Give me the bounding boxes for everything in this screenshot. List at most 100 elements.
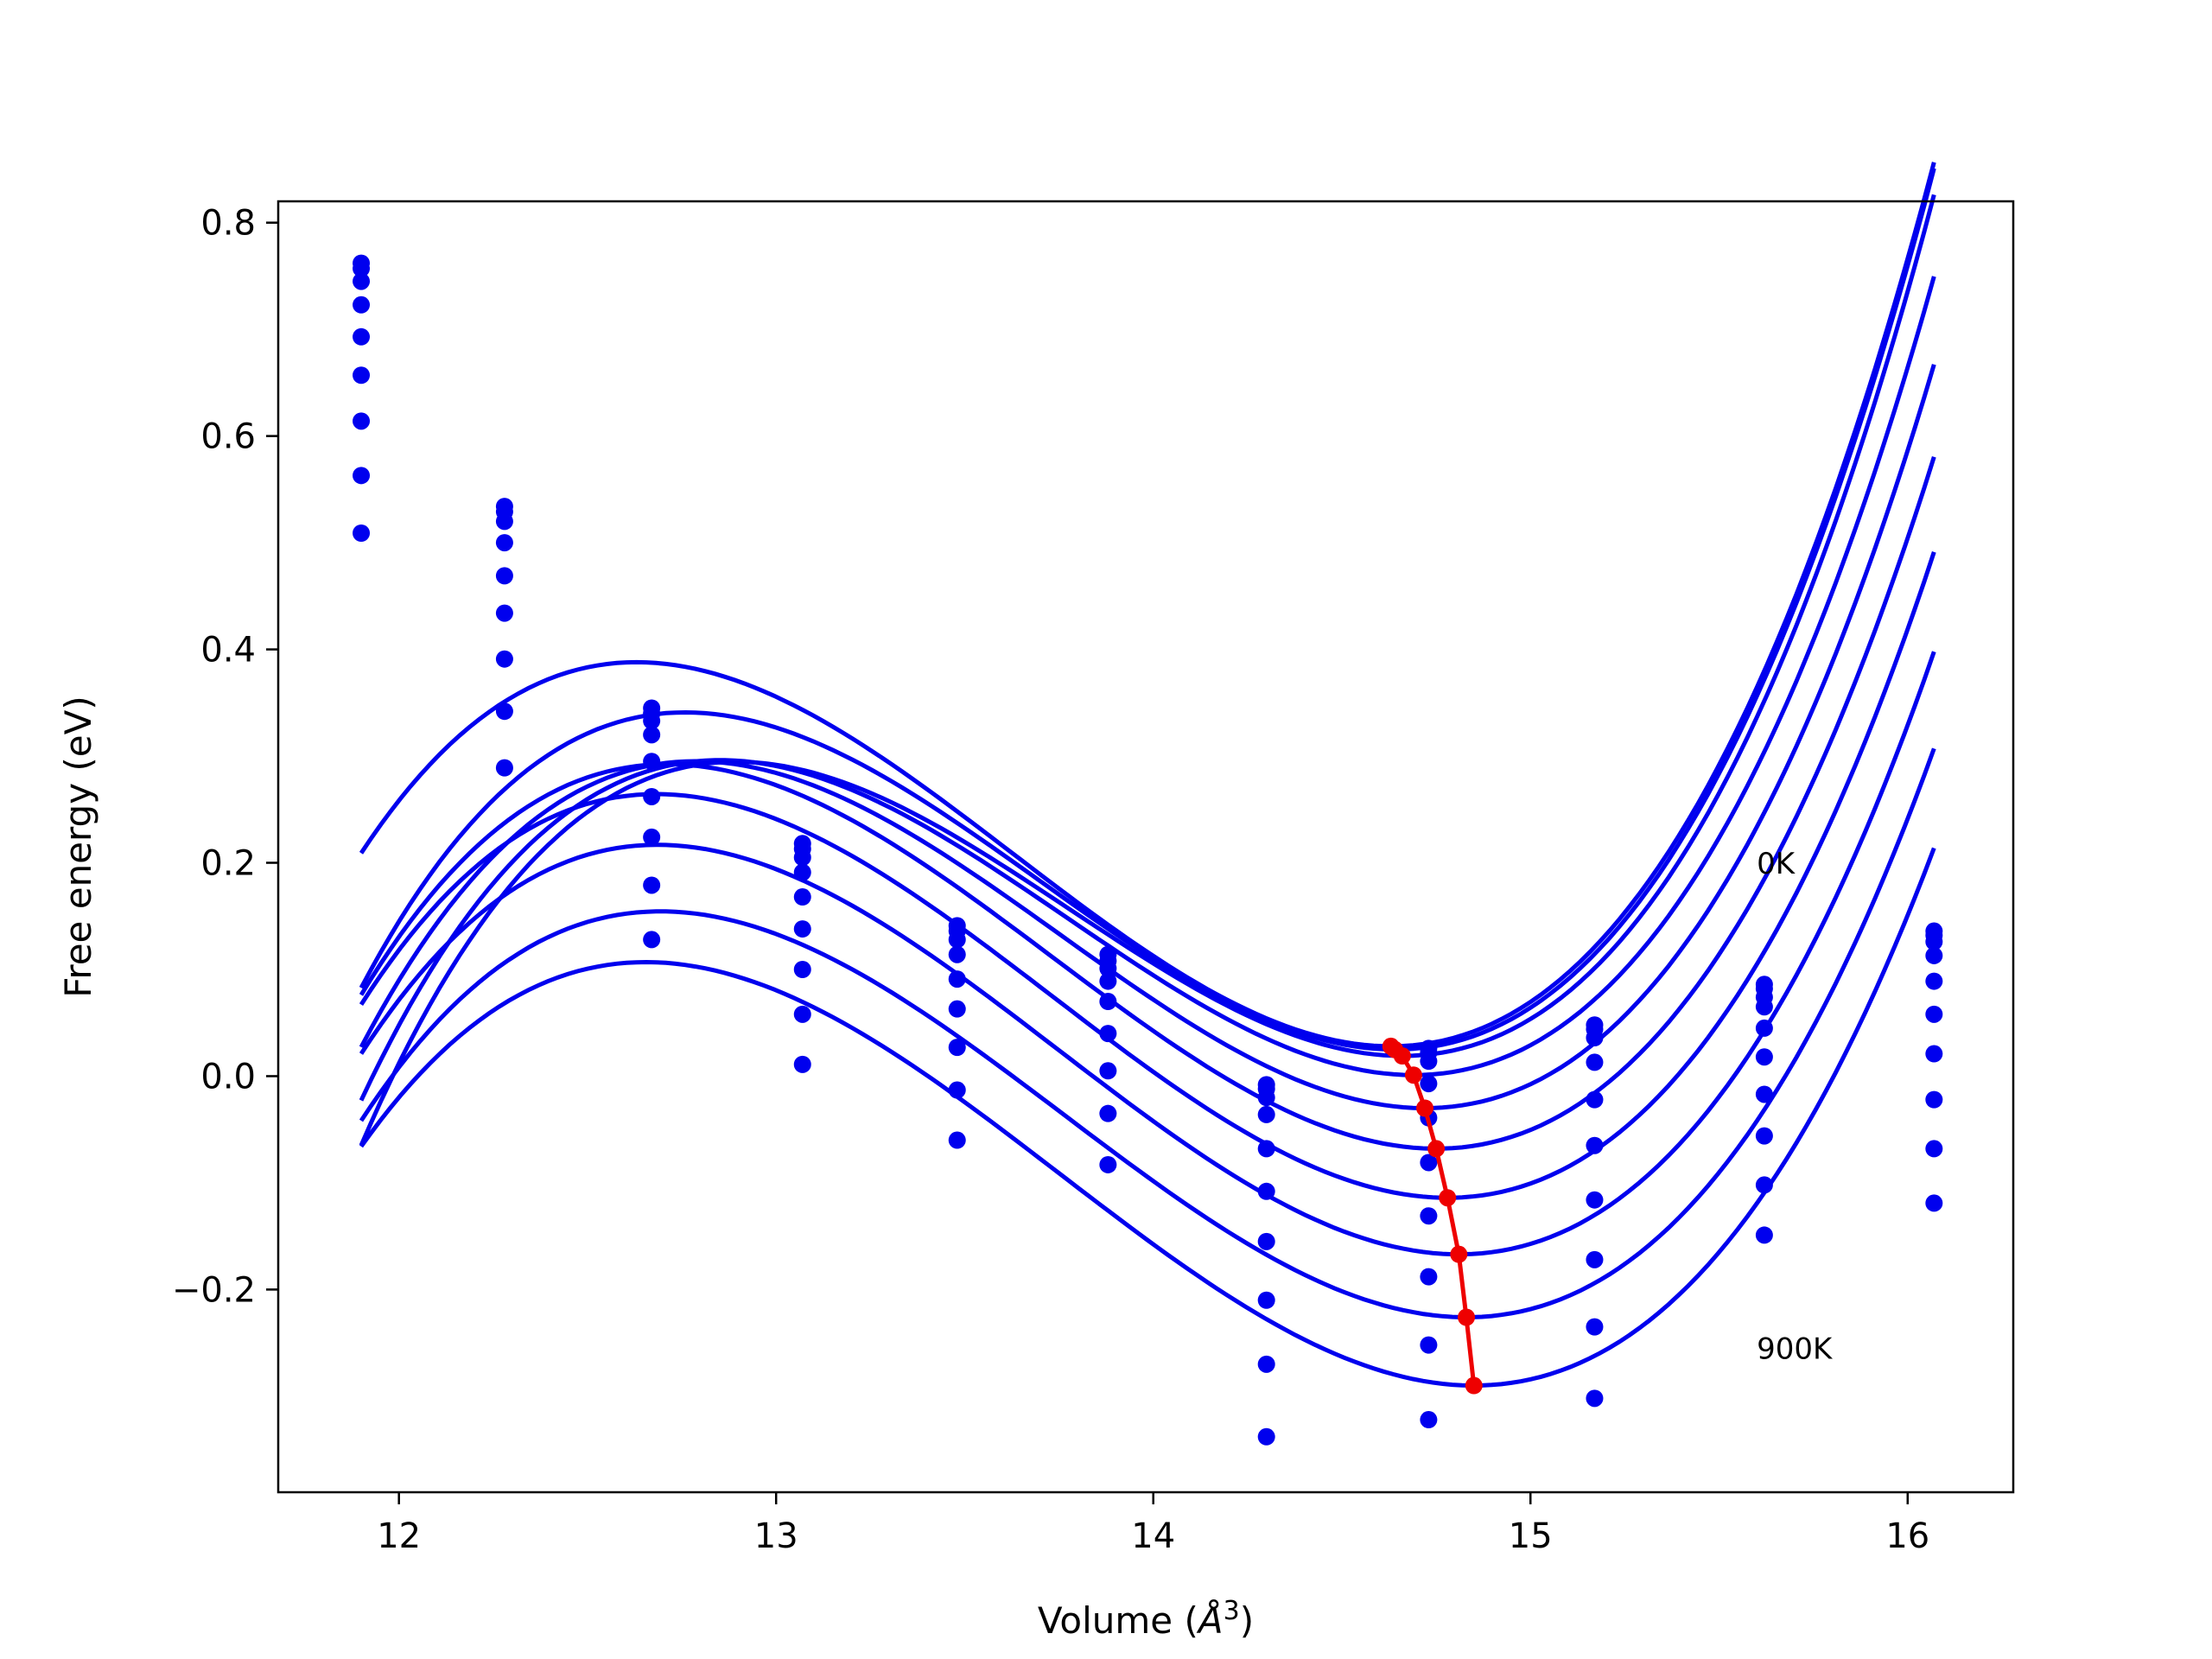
data-point [1257,1105,1275,1123]
data-point [495,702,513,721]
curve-annotation: 0K [1757,847,1796,881]
minimum-point [1427,1140,1446,1158]
y-tick-label: 0.4 [200,631,256,671]
data-point [948,945,966,963]
data-point [495,759,513,777]
data-point [1925,1194,1943,1212]
data-point [1925,1005,1943,1023]
data-point [1257,1232,1275,1250]
data-point [1099,1155,1117,1173]
data-point [1257,1089,1275,1107]
data-point [495,534,513,552]
data-point [1925,972,1943,990]
data-point [495,512,513,531]
data-point [1420,1207,1438,1225]
data-point [948,931,966,949]
minimum-path [1382,1037,1483,1395]
y-axis-label: Free energy (eV) [57,696,99,998]
data-point [1755,1226,1773,1244]
y-axis-ticks: 0.8 0.6 0.4 0.2 0.0 −0.2 [172,204,278,1310]
fit-curve-5 [359,455,1936,1151]
data-point [948,1131,966,1149]
data-point [948,1081,966,1099]
data-point [643,876,661,894]
y-tick-label: −0.2 [172,1270,256,1310]
data-point [1755,1127,1773,1145]
data-point [948,1000,966,1018]
x-tick-label: 16 [1885,1516,1929,1556]
fit-curve-7 [359,651,1936,1257]
data-point [948,970,966,988]
data-point [793,863,811,881]
x-axis-label: Volume (Å3) [1038,1596,1254,1642]
data-point [1420,1411,1438,1429]
data-point [1099,993,1117,1011]
data-point [353,272,371,290]
y-tick-label: 0.0 [200,1057,256,1096]
data-point [353,412,371,430]
y-tick-label: 0.8 [200,204,256,244]
y-tick-label: 0.2 [200,844,256,884]
y-tick-label: 0.6 [200,417,256,457]
fit-curve-4 [359,364,1936,1111]
data-point [1925,932,1943,950]
fit-curve-0 [359,162,1936,1049]
data-point [1420,1075,1438,1093]
data-point [643,753,661,771]
data-point [948,1039,966,1057]
data-point [1099,959,1117,977]
data-point [643,726,661,744]
data-point [1420,1336,1438,1354]
data-point [1257,1355,1275,1373]
fit-curve-2 [359,194,1936,1147]
data-point [1257,1140,1275,1158]
data-point [1420,1052,1438,1071]
data-point [353,366,371,385]
data-point [643,787,661,805]
fit-curve-1 [359,168,1936,1052]
data-point [1420,1154,1438,1172]
data-point [1755,998,1773,1016]
x-tick-label: 15 [1509,1516,1553,1556]
data-point [1755,1176,1773,1194]
x-tick-label: 14 [1131,1516,1175,1556]
data-point [1586,1389,1604,1408]
data-point [1925,1090,1943,1109]
data-point [1586,1191,1604,1209]
fit-curve-8 [359,747,1936,1320]
curve-annotation: 900K [1757,1332,1834,1367]
data-point [793,960,811,978]
data-point [1257,1291,1275,1309]
fit-curve-9 [359,847,1936,1389]
data-point [1099,1062,1117,1080]
data-point [1586,1029,1604,1047]
data-point [1586,1136,1604,1154]
x-tick-label: 13 [754,1516,798,1556]
data-point [1755,1085,1773,1103]
data-point [353,327,371,346]
x-tick-label: 12 [377,1516,421,1556]
data-point [793,920,811,938]
data-point [1099,1104,1117,1122]
data-point [1099,972,1117,990]
data-point [793,1055,811,1073]
data-point [1925,1140,1943,1158]
annotations: 0K 900K [1757,847,1834,1367]
data-point [793,888,811,906]
fit-curve-6 [359,551,1936,1200]
minimum-point [1404,1066,1422,1084]
minimum-point [1450,1245,1468,1263]
data-point [793,1005,811,1023]
data-point [1586,1053,1604,1071]
plot-frame [276,200,2015,1494]
minimum-point [1439,1189,1457,1207]
data-point [1586,1090,1604,1109]
data-point [643,828,661,846]
data-point [495,567,513,585]
data-point [1586,1318,1604,1336]
fit-curve-3 [359,276,1936,1102]
data-point [495,604,513,622]
data-point [793,849,811,867]
minimum-point [1458,1308,1476,1326]
data-point [353,467,371,485]
